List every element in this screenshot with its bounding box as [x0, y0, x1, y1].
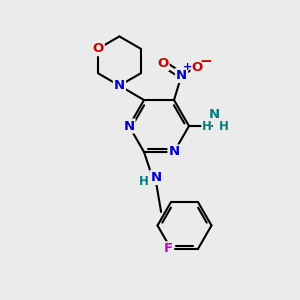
- Text: H: H: [202, 119, 211, 133]
- Text: F: F: [164, 242, 173, 255]
- Text: +: +: [183, 62, 192, 72]
- Text: N: N: [168, 146, 180, 158]
- Text: H: H: [139, 175, 148, 188]
- Text: N: N: [150, 171, 162, 184]
- Text: O: O: [157, 57, 169, 70]
- Text: N: N: [176, 69, 187, 82]
- Text: O: O: [191, 61, 203, 74]
- Text: N: N: [123, 119, 135, 133]
- Text: H: H: [219, 119, 229, 133]
- Text: O: O: [92, 42, 104, 55]
- Text: −: −: [200, 54, 212, 69]
- Text: N: N: [209, 108, 220, 121]
- Text: N: N: [114, 79, 125, 92]
